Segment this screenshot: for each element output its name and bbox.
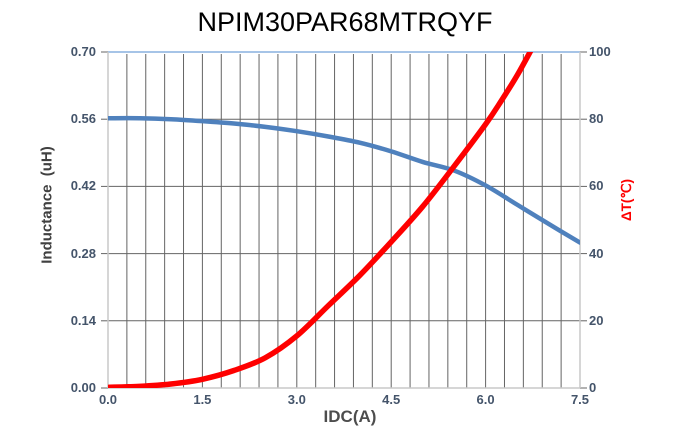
x-tick-label: 6.0	[476, 392, 495, 407]
y-left-tick-label: 0.00	[70, 380, 96, 395]
y-right-tick-label: 0	[589, 380, 597, 395]
x-tick-label: 0.0	[98, 392, 118, 407]
x-axis-title: IDC(A)	[323, 407, 377, 426]
chart-title: NPIM30PAR68MTRQYF	[197, 7, 493, 37]
series-curve-temperature-rise	[108, 52, 534, 388]
y-right-tick-label: 40	[589, 245, 604, 261]
x-tick-label: 1.5	[193, 392, 212, 407]
y-axis-right-title: ΔT(℃)	[619, 178, 634, 222]
y-axis-left-title: Inductance (uH)	[38, 146, 56, 264]
y-left-tick-label: 0.70	[70, 44, 96, 59]
y-left-tick-label: 0.14	[70, 312, 96, 328]
y-right-tick-label: 80	[589, 111, 604, 127]
y-right-tick-label: 60	[589, 178, 604, 194]
x-tick-label: 7.5	[570, 392, 590, 407]
series-curve-inductance	[108, 115, 580, 245]
y-right-tick-label: 100	[589, 44, 611, 59]
y-left-tick-label: 0.56	[70, 111, 96, 127]
y-right-tick-label: 20	[589, 312, 604, 328]
y-left-tick-label: 0.28	[70, 245, 96, 261]
x-tick-label: 3.0	[287, 392, 306, 407]
y-left-tick-label: 0.42	[70, 178, 96, 194]
x-tick-label: 4.5	[382, 392, 401, 407]
